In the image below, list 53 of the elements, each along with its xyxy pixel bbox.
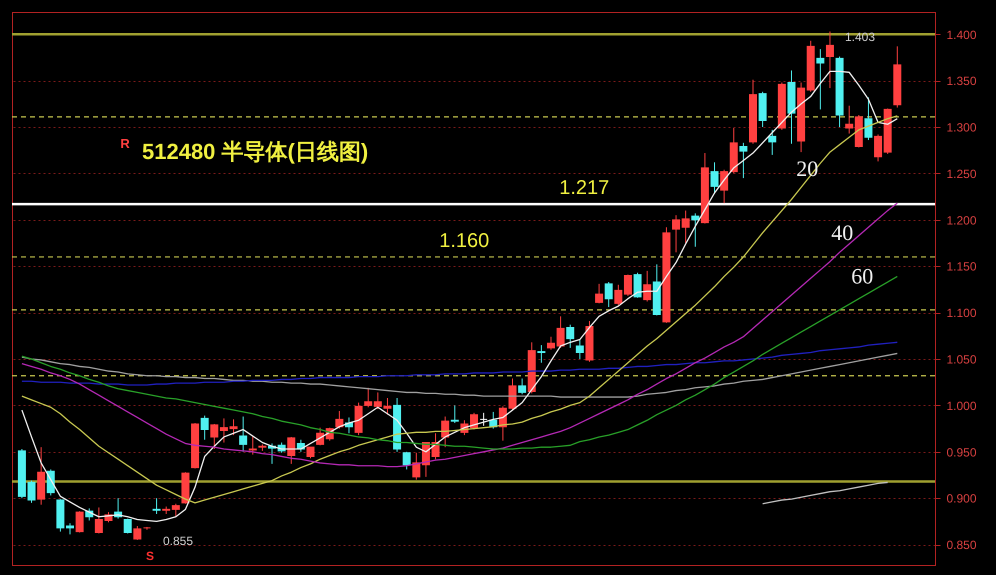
y-tick-label: 0.950 [946, 445, 977, 460]
y-tick-label: 1.200 [946, 213, 977, 228]
candlestick [200, 415, 209, 440]
candlestick [739, 142, 748, 179]
candlestick [845, 105, 854, 134]
candlestick [816, 48, 824, 110]
series-label: 60 [851, 263, 874, 288]
candlestick [133, 526, 142, 540]
y-tick-label: 0.900 [946, 492, 977, 506]
candlestick [402, 451, 411, 470]
candlestick [364, 387, 372, 408]
candlestick [76, 510, 84, 534]
candlestick [480, 412, 488, 426]
candlestick [576, 339, 584, 360]
annotation: R [120, 136, 130, 151]
candlestick [287, 436, 296, 464]
annotation: 0.855 [162, 534, 194, 548]
candlestick [595, 283, 604, 304]
y-tick-label: 1.400 [946, 28, 977, 42]
candlestick [306, 446, 314, 459]
y-tick-label: 1.250 [946, 166, 977, 181]
y-tick-label: 1.300 [946, 120, 977, 135]
line-series [21, 342, 898, 386]
candlestick [864, 96, 872, 141]
candlestick [124, 518, 132, 534]
y-tick-label: 1.050 [946, 352, 977, 367]
candlestick [239, 416, 248, 452]
ref-line-label: 1.217 [559, 177, 610, 200]
y-tick-label: 1.100 [946, 306, 977, 320]
text: 512480 半导体(日线图) [142, 139, 368, 164]
series-label: 20 [796, 156, 818, 181]
candlestick [710, 162, 719, 194]
series-label: 40 [831, 220, 854, 246]
y-tick-label: 1.150 [946, 260, 977, 274]
line-series [762, 482, 888, 504]
y-tick-label: 1.350 [946, 74, 977, 88]
candlestick [537, 344, 546, 364]
candlestick [691, 212, 700, 248]
ref-line-label: 1.160 [439, 230, 490, 252]
candlestick [768, 129, 776, 156]
candlestick [335, 410, 344, 430]
y-tick-label: 0.850 [946, 538, 977, 552]
candlestick [248, 436, 257, 456]
candlestick [518, 378, 526, 395]
candlestick [634, 272, 642, 298]
candlestick [826, 30, 834, 89]
candlestick [643, 270, 652, 302]
candlestick [604, 282, 613, 308]
annotation: S [146, 549, 154, 563]
candlestick [566, 324, 574, 348]
candlestick [152, 498, 161, 514]
candlestick [172, 503, 180, 518]
y-tick-label: 1.000 [946, 398, 977, 413]
